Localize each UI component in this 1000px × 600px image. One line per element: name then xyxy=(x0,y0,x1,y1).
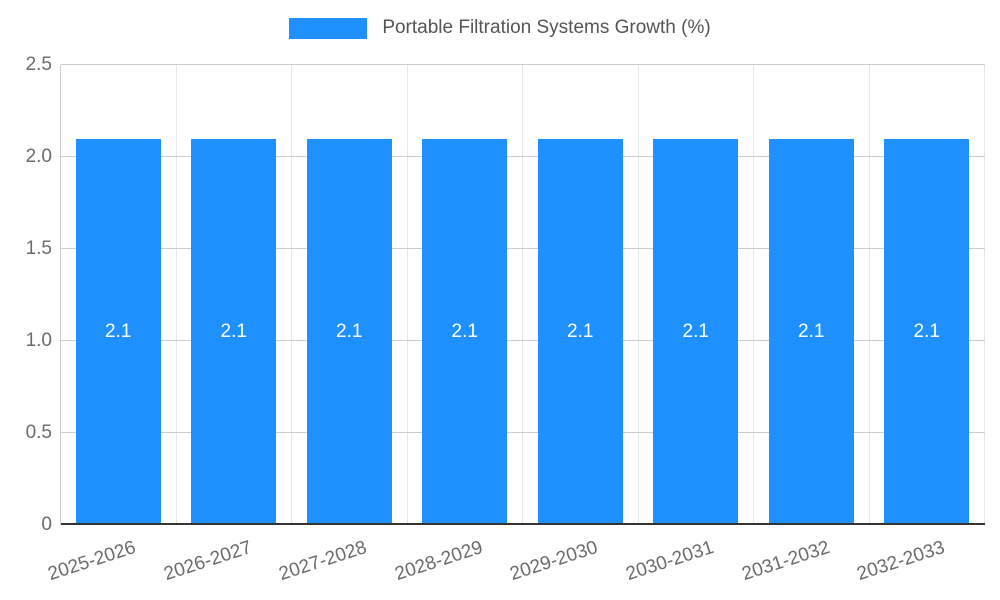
legend-label: Portable Filtration Systems Growth (%) xyxy=(382,17,711,38)
x-tick-label: 2027-2028 xyxy=(276,537,370,586)
plot-area: 2.1 2.1 2.1 2.1 2.1 2.1 2.1 2.1 xyxy=(60,64,985,525)
bar-slot: 2.1 xyxy=(408,65,523,525)
bar-value-label: 2.1 xyxy=(451,320,478,342)
bar-slot: 2.1 xyxy=(177,65,292,525)
gridline xyxy=(61,248,985,249)
bar-value-label: 2.1 xyxy=(913,320,940,342)
bar[interactable]: 2.1 xyxy=(537,138,623,525)
bar-value-label: 2.1 xyxy=(220,320,247,342)
x-tick-label: 2032-2033 xyxy=(854,537,948,586)
gridline xyxy=(61,156,985,157)
bar-value-label: 2.1 xyxy=(105,320,132,342)
bar[interactable]: 2.1 xyxy=(653,138,739,525)
y-tick-label: 1.0 xyxy=(25,330,52,351)
bar-slot: 2.1 xyxy=(292,65,408,525)
bar-slot: 2.1 xyxy=(870,65,985,525)
bar-slot: 2.1 xyxy=(523,65,639,525)
bar[interactable]: 2.1 xyxy=(306,138,392,525)
bar[interactable]: 2.1 xyxy=(191,138,277,525)
y-axis: 0 0.5 1.0 1.5 2.0 2.5 xyxy=(0,54,52,535)
y-tick-label: 1.5 xyxy=(25,238,52,259)
x-axis-baseline xyxy=(61,523,985,525)
y-tick-label: 0.5 xyxy=(25,422,52,443)
bar-slot: 2.1 xyxy=(639,65,754,525)
y-tick-label: 2.5 xyxy=(25,54,52,75)
gridline xyxy=(61,432,985,433)
x-tick-label: 2030-2031 xyxy=(623,537,717,586)
bar[interactable]: 2.1 xyxy=(768,138,854,525)
bar[interactable]: 2.1 xyxy=(884,138,970,525)
bar-value-label: 2.1 xyxy=(336,320,363,342)
chart-legend: Portable Filtration Systems Growth (%) xyxy=(0,17,1000,39)
bars-row: 2.1 2.1 2.1 2.1 2.1 2.1 2.1 2.1 xyxy=(61,65,985,525)
bar[interactable]: 2.1 xyxy=(75,138,161,525)
x-tick-label: 2026-2027 xyxy=(161,537,254,586)
gridline xyxy=(61,64,985,65)
gridline xyxy=(61,340,985,341)
x-tick-label: 2031-2032 xyxy=(739,537,833,586)
x-tick-label: 2025-2026 xyxy=(45,537,139,586)
bar-value-label: 2.1 xyxy=(567,320,594,342)
bar[interactable]: 2.1 xyxy=(422,138,508,525)
legend-swatch xyxy=(289,17,368,39)
bar-value-label: 2.1 xyxy=(798,320,825,342)
x-tick-label: 2029-2030 xyxy=(507,537,601,586)
bar-slot: 2.1 xyxy=(61,65,177,525)
y-tick-label: 0 xyxy=(41,514,52,535)
bar-value-label: 2.1 xyxy=(682,320,709,342)
y-tick-label: 2.0 xyxy=(25,146,52,167)
bar-slot: 2.1 xyxy=(754,65,870,525)
x-axis: 2025-2026 2026-2027 2027-2028 2028-2029 2029… xyxy=(45,525,985,600)
x-tick-label: 2028-2029 xyxy=(392,537,486,586)
